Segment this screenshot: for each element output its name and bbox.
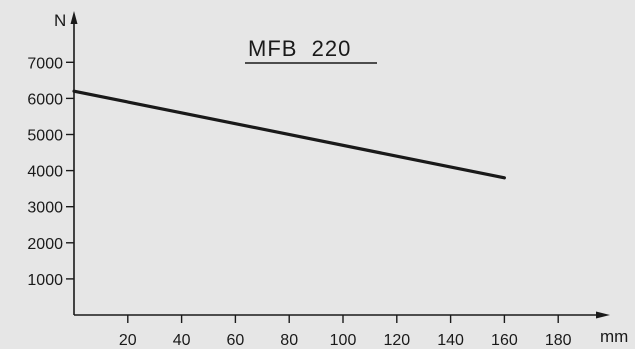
- y-tick-label: 2000: [27, 236, 63, 253]
- x-tick-label: 100: [330, 332, 357, 349]
- x-tick-label: 180: [545, 332, 572, 349]
- series-line: [72, 89, 506, 180]
- x-axis-ticks: 20 40 60 80 100 120 140 160 180: [119, 315, 572, 349]
- y-tick-label: 5000: [27, 128, 63, 145]
- x-tick-label: 160: [491, 332, 518, 349]
- chart-title: MFB 220: [248, 36, 351, 61]
- x-axis-unit-label: mm: [600, 327, 628, 346]
- y-axis-unit-label: N: [54, 11, 66, 30]
- y-tick-label: 3000: [27, 200, 63, 217]
- x-tick-label: 60: [227, 332, 245, 349]
- axes: [70, 11, 610, 319]
- y-tick-label: 1000: [27, 272, 63, 289]
- x-axis-arrow: [596, 311, 610, 319]
- x-tick-label: 140: [437, 332, 464, 349]
- y-axis-arrow: [70, 11, 78, 24]
- y-tick-label: 6000: [27, 91, 63, 108]
- y-tick-label: 4000: [27, 164, 63, 181]
- y-axis-ticks: 1000 2000 3000 4000 5000 6000 7000: [27, 55, 74, 289]
- x-tick-label: 80: [280, 332, 298, 349]
- y-tick-label: 7000: [27, 55, 63, 72]
- x-tick-label: 20: [119, 332, 137, 349]
- series-layer: [72, 89, 506, 180]
- x-tick-label: 120: [383, 332, 410, 349]
- x-tick-label: 40: [173, 332, 191, 349]
